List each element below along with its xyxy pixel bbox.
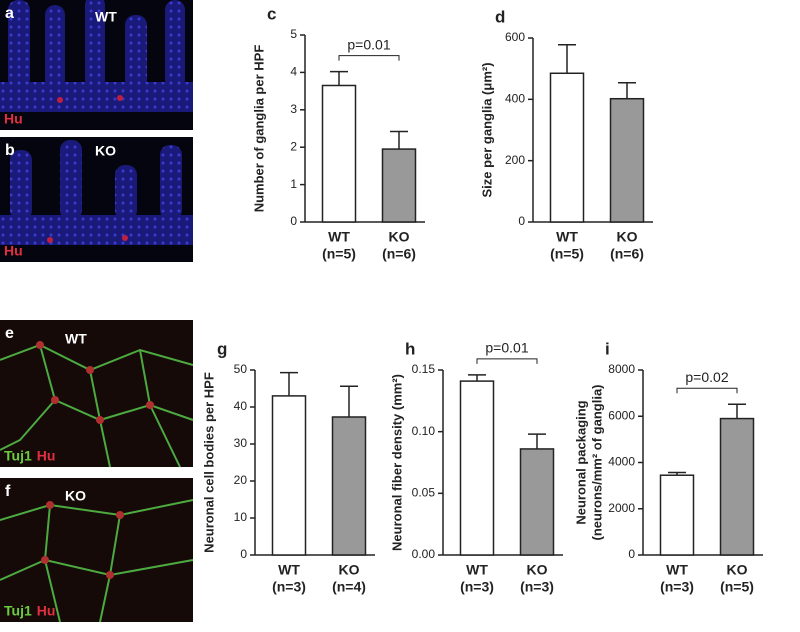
panel-label: e (5, 325, 14, 342)
y-tick-label: 3 (290, 102, 297, 116)
genotype-label: WT (65, 331, 87, 347)
panel-label: g (217, 339, 227, 358)
y-tick-label: 200 (505, 153, 525, 167)
y-tick-label: 50 (234, 362, 248, 376)
bar-chart: c 0 1 2 3 4 5 Number of ganglia per HPF WT(n=5) K… (251, 4, 425, 262)
y-tick-label: 5 (290, 27, 297, 41)
panel-label: d (495, 7, 505, 26)
x-tick-label: WT (556, 229, 578, 245)
annotation: p=0.01 (485, 340, 528, 356)
x-tick-label: WT (278, 562, 300, 578)
y-axis-label: Neuronal packaging (573, 400, 588, 524)
genotype-label: KO (95, 143, 116, 159)
micrograph (0, 0, 193, 130)
y-axis-label: Neuronal cell bodies per HPF (201, 372, 216, 553)
genotype-label: WT (95, 9, 117, 25)
y-tick-label: 0.05 (412, 486, 436, 500)
y-tick-label: 0 (628, 547, 635, 561)
stain-label: Tuj1 (4, 448, 32, 464)
y-tick-label: 0 (518, 214, 525, 228)
panel-label: b (5, 142, 15, 159)
y-tick-label: 400 (505, 92, 525, 106)
panel-label: c (267, 4, 276, 23)
significance-bracket (338, 55, 400, 61)
y-tick-label: 40 (234, 399, 248, 413)
genotype-label: KO (65, 488, 86, 504)
significance-bracket (476, 358, 538, 364)
x-tick-sublabel: (n=3) (520, 579, 554, 595)
y-tick-label: 0.15 (412, 362, 436, 376)
x-tick-sublabel: (n=5) (550, 246, 584, 262)
y-tick-label: 0 (240, 547, 247, 561)
bar (459, 380, 495, 556)
stain-label: Tuj1 (4, 603, 32, 619)
panel-label: i (605, 339, 610, 358)
bar-chart: g 0 10 20 30 40 50 Neuronal cell bodies per HPF… (201, 339, 375, 595)
y-tick-label: 4000 (608, 455, 635, 469)
x-tick-sublabel: (n=4) (332, 579, 366, 595)
bar (719, 417, 755, 556)
y-tick-label: 0.10 (412, 424, 436, 438)
bar (549, 72, 585, 223)
stain-label: Hu (4, 111, 23, 127)
x-tick-sublabel: (n=3) (660, 579, 694, 595)
x-tick-sublabel: (n=3) (460, 579, 494, 595)
significance-bracket (676, 387, 738, 394)
x-tick-label: WT (466, 562, 488, 578)
x-tick-sublabel: (n=5) (720, 579, 754, 595)
y-tick-label: 8000 (608, 362, 635, 376)
panel-label: f (5, 483, 11, 500)
y-tick-label: 30 (234, 436, 248, 450)
y-axis-label: Neuronal fiber density (mm²) (389, 374, 404, 551)
bar-chart: i 0 2000 4000 6000 8000 Neuronal packaging (neu… (573, 339, 763, 595)
x-tick-label: KO (389, 229, 410, 245)
x-tick-label: KO (339, 562, 360, 578)
bar (331, 416, 367, 556)
bar (271, 395, 307, 556)
y-tick-label: 20 (234, 473, 248, 487)
x-tick-label: WT (328, 229, 350, 245)
bar (321, 84, 357, 223)
y-tick-label: 4 (290, 65, 297, 79)
stain-label: Hu (37, 603, 56, 619)
y-axis-label: Size per ganglia (μm²) (479, 62, 494, 197)
x-tick-sublabel: (n=6) (610, 246, 644, 262)
bar (381, 148, 417, 223)
annotation: p=0.01 (347, 36, 390, 52)
x-tick-label: WT (666, 562, 688, 578)
y-axis-label: Number of ganglia per HPF (251, 45, 266, 213)
bar-chart: d 0 200 400 600 Size per ganglia (μm²) WT(n=5)… (479, 7, 653, 262)
y-tick-label: 0 (290, 214, 297, 228)
y-axis-label: (neurons/mm² of ganglia) (589, 385, 604, 541)
bar (609, 97, 645, 223)
x-tick-label: KO (617, 229, 638, 245)
stain-label: Hu (4, 243, 23, 259)
x-tick-sublabel: (n=3) (272, 579, 306, 595)
x-tick-label: KO (527, 562, 548, 578)
x-tick-sublabel: (n=6) (382, 246, 416, 262)
y-tick-label: 1 (290, 177, 297, 191)
panel-label: h (405, 339, 415, 358)
y-tick-label: 10 (234, 510, 248, 524)
y-tick-label: 2 (290, 139, 297, 153)
x-tick-label: KO (727, 562, 748, 578)
bar-chart: h 0.00 0.05 0.10 0.15 Neuronal fiber density … (389, 339, 563, 595)
x-tick-sublabel: (n=5) (322, 246, 356, 262)
bar (659, 474, 695, 556)
stain-label: Hu (37, 448, 56, 464)
bar (519, 448, 555, 556)
y-tick-label: 2000 (608, 501, 635, 515)
y-tick-label: 6000 (608, 408, 635, 422)
annotation: p=0.02 (685, 369, 728, 385)
y-tick-label: 0.00 (412, 547, 436, 561)
panel-label: a (5, 5, 14, 22)
micrograph (0, 137, 193, 262)
micrograph (0, 478, 194, 623)
y-tick-label: 600 (505, 30, 525, 44)
micrograph (0, 320, 194, 468)
